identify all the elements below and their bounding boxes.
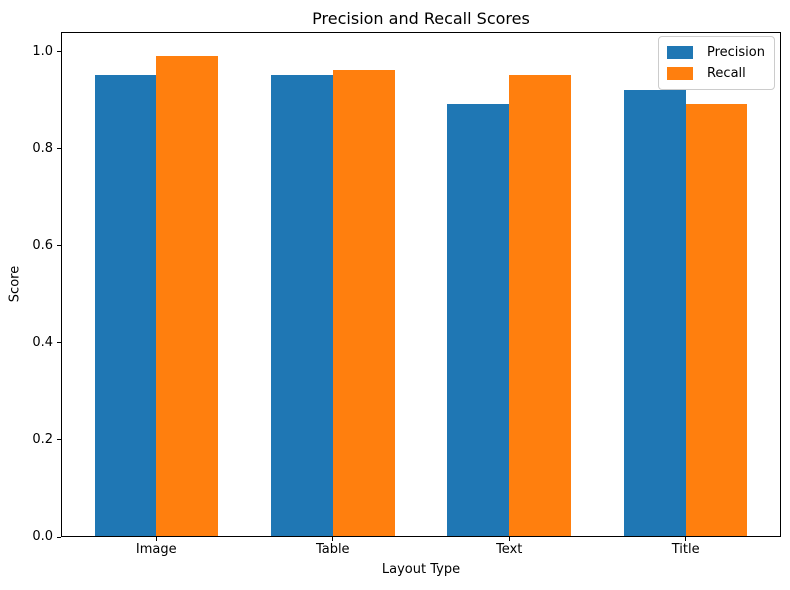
legend: Precision Recall (657, 36, 775, 90)
bar-image-recall (156, 55, 219, 536)
x-tick-mark (332, 537, 334, 541)
x-tick-label: Table (315, 542, 350, 557)
bar-title-recall (685, 104, 748, 536)
y-axis-label: Score (7, 265, 23, 303)
y-tick-mark (57, 536, 61, 538)
x-axis-label: Layout Type (381, 562, 461, 577)
legend-swatch-precision (666, 46, 693, 59)
bar-image-precision (94, 75, 157, 536)
chart-title: Precision and Recall Scores (312, 9, 530, 28)
x-tick-mark (155, 537, 157, 541)
y-tick-label: 0.0 (32, 529, 53, 544)
x-tick-mark (508, 537, 510, 541)
y-tick-mark (57, 439, 61, 441)
bar-table-precision (271, 75, 333, 536)
x-tick-mark (685, 537, 687, 541)
legend-item-precision: Precision (666, 43, 765, 62)
legend-swatch-recall (666, 67, 693, 80)
y-tick-label: 1.0 (32, 43, 53, 59)
x-tick-label: Title (671, 542, 700, 557)
bar-table-recall (332, 70, 395, 536)
y-tick-mark (57, 342, 61, 344)
x-tick-label: Text (496, 542, 523, 557)
x-tick-label: Image (135, 542, 177, 557)
y-tick-mark (57, 51, 61, 53)
bar-text-recall (509, 75, 571, 536)
y-tick-label: 0.4 (32, 334, 53, 350)
y-tick-label: 0.8 (32, 140, 53, 156)
legend-label-recall: Recall (706, 65, 746, 81)
y-tick-mark (57, 148, 61, 150)
bar-text-precision (447, 104, 510, 536)
legend-item-recall: Recall (666, 64, 765, 83)
legend-label-precision: Precision (706, 44, 765, 60)
y-tick-label: 0.6 (32, 237, 53, 253)
y-tick-label: 0.2 (32, 431, 53, 447)
y-tick-mark (57, 245, 61, 247)
plot-area: Precision Recall (61, 32, 781, 537)
bar-title-precision (623, 89, 686, 536)
